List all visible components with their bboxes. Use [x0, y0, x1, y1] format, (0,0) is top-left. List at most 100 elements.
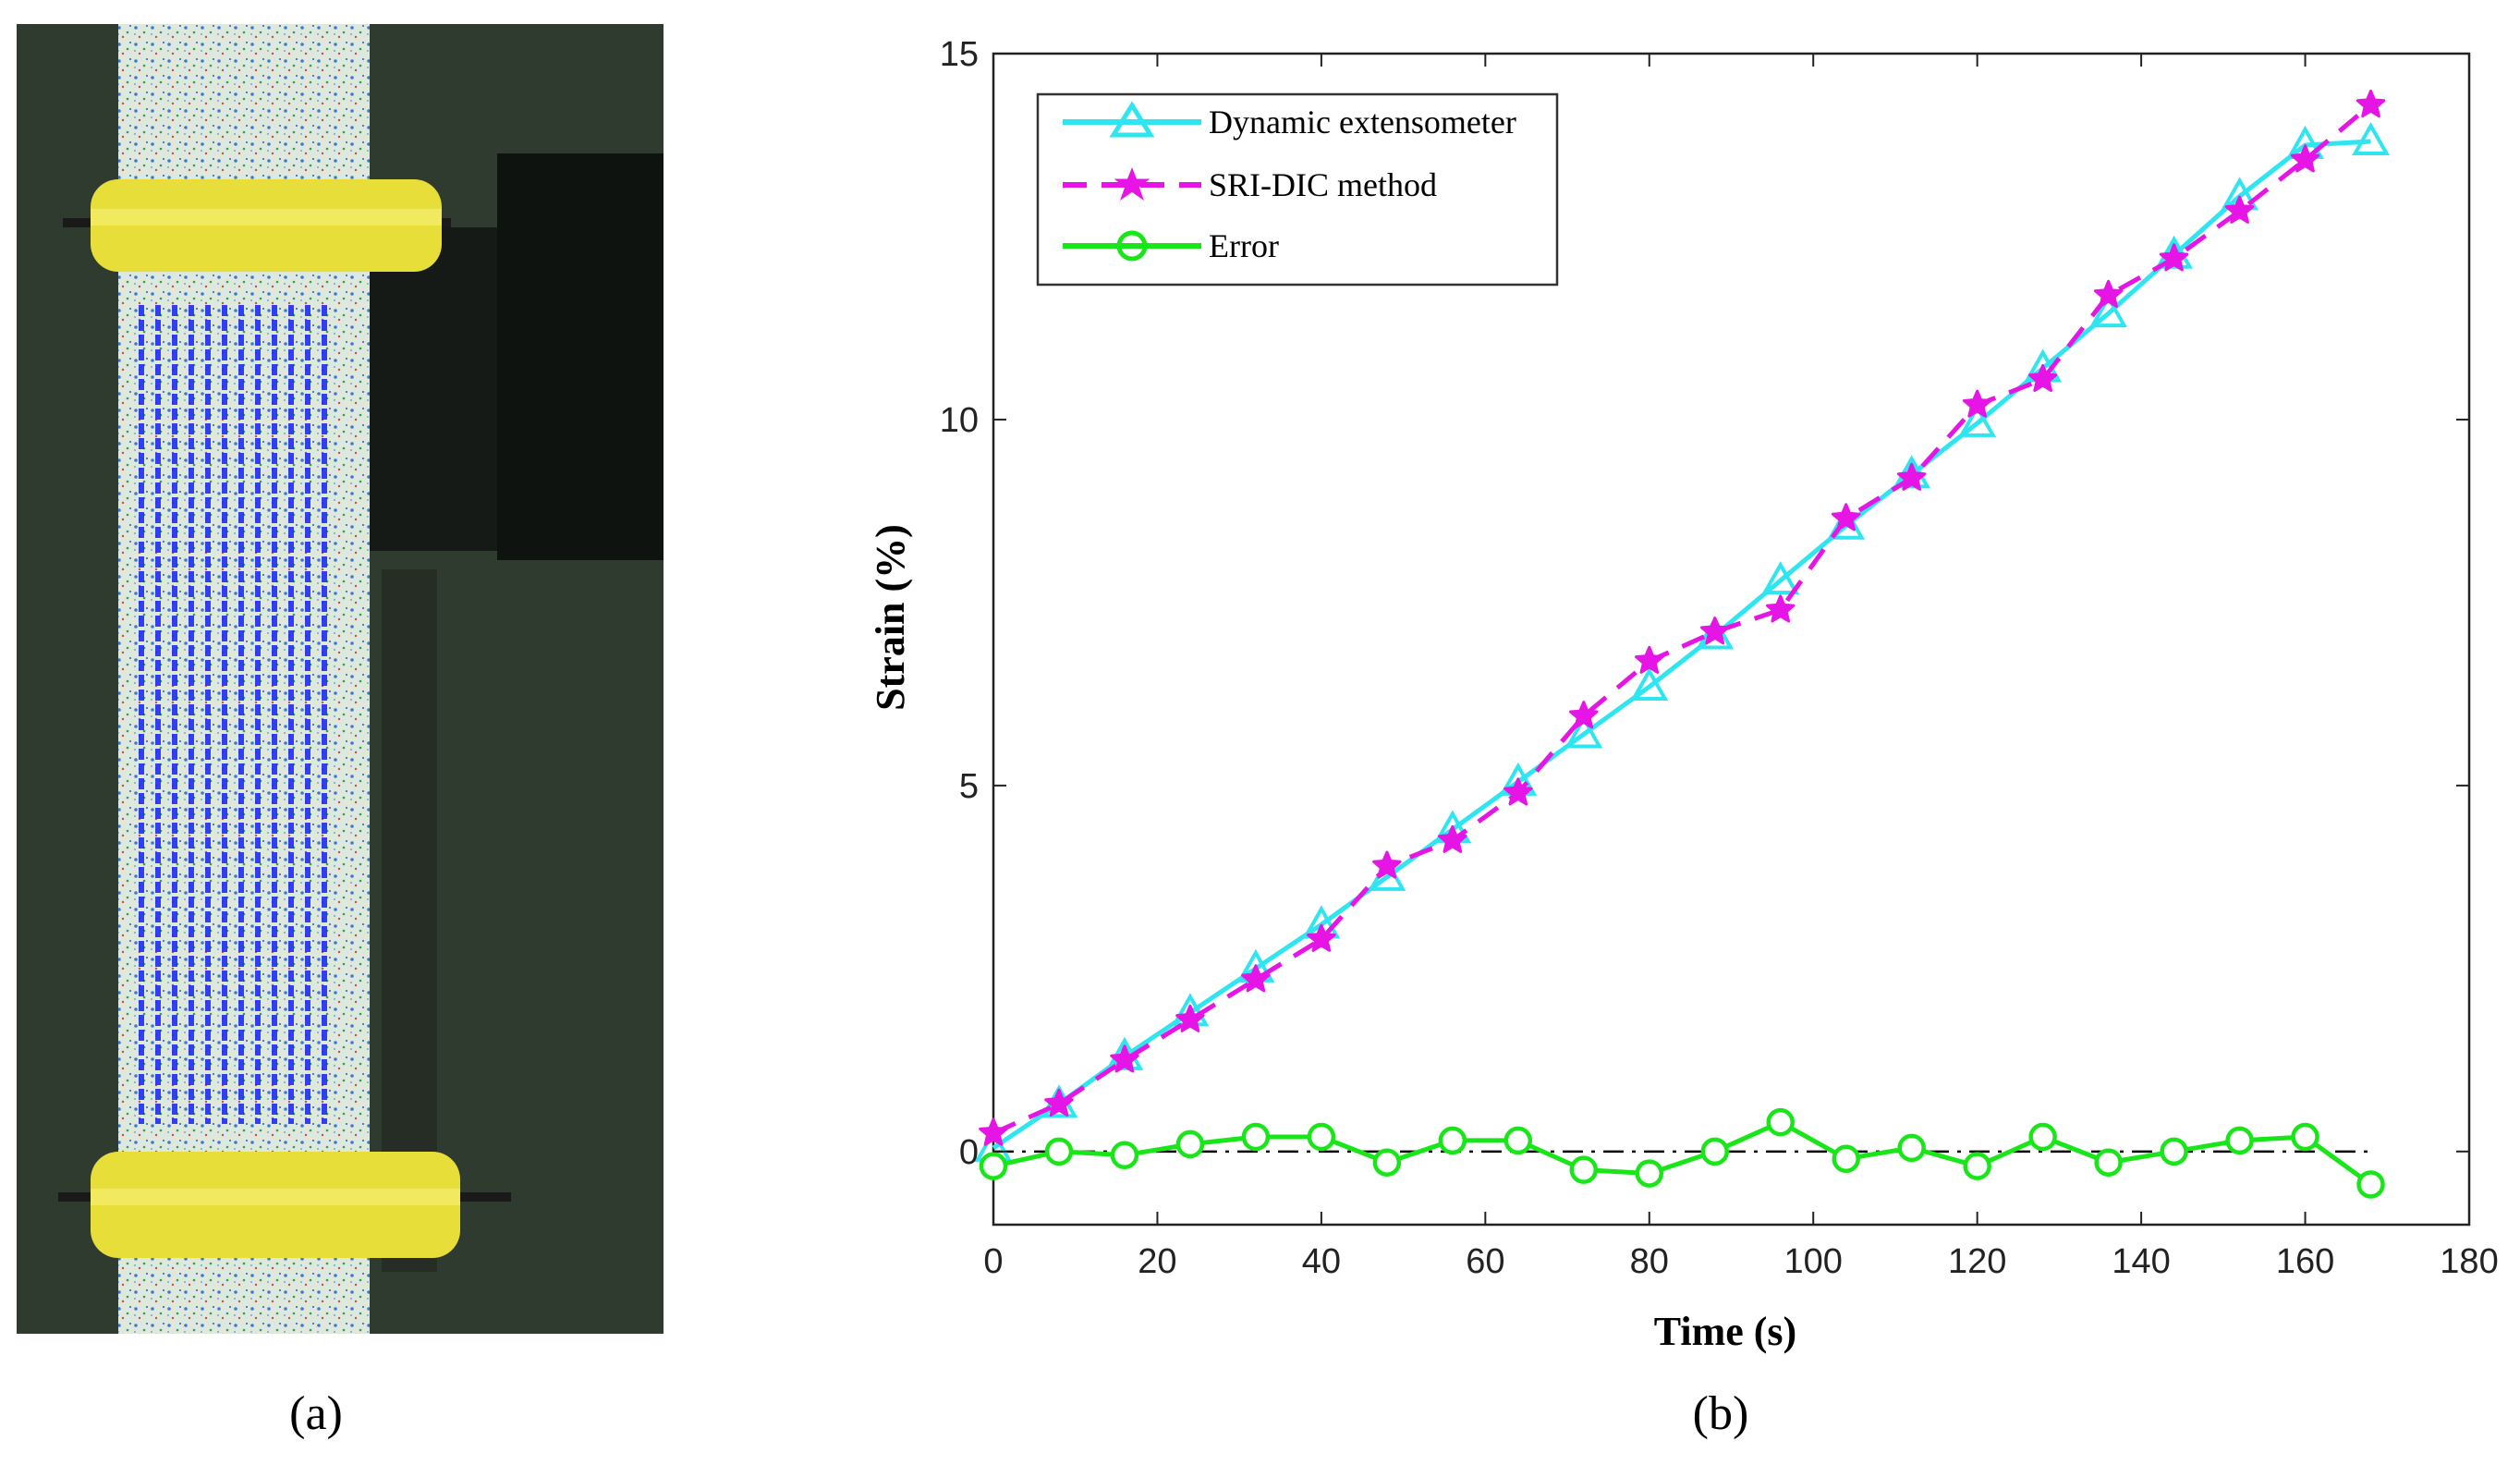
data-point-sri-dic-method — [1962, 389, 1992, 418]
data-point-sri-dic-method — [2356, 89, 2386, 118]
data-point-error — [2094, 1148, 2123, 1177]
data-point-dynamic-extensometer — [1040, 1084, 1078, 1118]
data-point-dynamic-extensometer — [1564, 714, 1603, 749]
series-line-dynamic-extensometer — [992, 139, 2371, 1150]
data-point-sri-dic-method — [979, 1117, 1008, 1146]
data-point-sri-dic-method — [2290, 144, 2320, 173]
plot-area-border — [992, 52, 2471, 1227]
series-line-sri-dic-method — [992, 103, 2373, 1136]
data-point-error — [2028, 1122, 2057, 1152]
data-point-dynamic-extensometer — [2089, 294, 2128, 328]
data-point-dynamic-extensometer — [1958, 403, 1997, 437]
data-point-sri-dic-method — [1110, 1044, 1139, 1073]
series-group — [974, 89, 2390, 1199]
data-point-sri-dic-method — [1700, 617, 1730, 645]
x-tick-label: 80 — [1630, 1242, 1669, 1281]
data-point-dynamic-extensometer — [1761, 561, 1800, 595]
lower-clamp-band — [91, 1189, 460, 1205]
series-line-error — [992, 1119, 2372, 1187]
caption-a: (a) — [289, 1387, 343, 1440]
legend-marker-sri-dic — [1114, 166, 1150, 201]
data-point-error — [1175, 1129, 1205, 1159]
data-point-sri-dic-method — [1175, 1004, 1205, 1032]
data-point-sri-dic-method — [2224, 195, 2255, 224]
data-point-error — [2291, 1122, 2319, 1152]
legend-marker-extensometer — [1109, 101, 1155, 138]
data-point-error — [1503, 1126, 1533, 1155]
data-point-sri-dic-method — [2093, 279, 2124, 308]
data-point-error — [2160, 1137, 2188, 1166]
series-dynamic-extensometer — [974, 121, 2390, 1162]
fixture-edge — [497, 153, 663, 560]
data-point-error — [1766, 1107, 1795, 1137]
data-point-error — [1700, 1137, 1730, 1166]
data-point-error — [2225, 1126, 2254, 1155]
data-point-dynamic-extensometer — [2155, 235, 2194, 269]
data-point-error — [2356, 1170, 2385, 1199]
data-point-sri-dic-method — [1241, 964, 1271, 993]
data-point-sri-dic-method — [1896, 462, 1927, 491]
data-point-error — [1832, 1144, 1860, 1173]
data-point-error — [1569, 1155, 1599, 1184]
x-tick-label: 160 — [2276, 1242, 2334, 1281]
y-tick-label: 10 — [940, 401, 979, 440]
data-point-error — [979, 1152, 1008, 1180]
x-tick-label: 60 — [1466, 1242, 1504, 1281]
plot-frame — [992, 52, 2471, 1227]
data-point-dynamic-extensometer — [2024, 348, 2063, 383]
series-sri-dic-method — [979, 89, 2386, 1146]
data-point-error — [1241, 1122, 1271, 1152]
data-point-error — [1438, 1126, 1467, 1155]
data-point-error — [1963, 1152, 1991, 1180]
legend-label-sri-dic: SRI-DIC method — [1209, 166, 1437, 203]
data-point-sri-dic-method — [2159, 243, 2189, 272]
data-point-error — [1897, 1133, 1926, 1163]
y-tick-label: 0 — [959, 1133, 979, 1172]
data-point-dynamic-extensometer — [1302, 905, 1341, 939]
legend-label-extensometer: Dynamic extensometer — [1209, 104, 1516, 140]
data-point-dynamic-extensometer — [1433, 810, 1472, 844]
caption-b: (b) — [1692, 1387, 1749, 1440]
data-point-sri-dic-method — [1372, 850, 1402, 879]
data-point-sri-dic-method — [1766, 594, 1796, 623]
data-point-dynamic-extensometer — [2352, 121, 2390, 156]
dic-grid-overlay — [135, 301, 333, 1124]
specimen-photo — [17, 24, 663, 1334]
data-point-sri-dic-method — [1438, 824, 1467, 853]
x-tick-label: 0 — [983, 1242, 1003, 1281]
data-point-dynamic-extensometer — [2221, 177, 2259, 211]
legend-label-error: Error — [1209, 227, 1279, 264]
x-axis-label: Time (s) — [1654, 1309, 1796, 1354]
data-point-error — [1110, 1141, 1139, 1170]
legend-marker-error — [1116, 230, 1148, 262]
axis-ticks: 0 20 40 60 80 100 120 140 160 180 0 5 10 15 — [940, 35, 2499, 1281]
x-tick-label: 100 — [1784, 1242, 1843, 1281]
data-point-dynamic-extensometer — [1171, 993, 1210, 1027]
legend-box — [1036, 92, 1559, 287]
data-point-sri-dic-method — [1307, 923, 1336, 952]
x-tick-label: 40 — [1302, 1242, 1341, 1281]
data-point-dynamic-extensometer — [1893, 455, 1931, 489]
data-point-dynamic-extensometer — [1105, 1036, 1144, 1070]
data-point-error — [1307, 1122, 1336, 1152]
data-point-dynamic-extensometer — [1236, 948, 1275, 983]
data-point-error — [1044, 1137, 1074, 1166]
x-tick-label: 20 — [1138, 1242, 1176, 1281]
data-point-sri-dic-method — [1635, 645, 1664, 674]
series-error — [979, 1107, 2385, 1199]
x-tick-label: 180 — [2440, 1242, 2498, 1281]
data-point-sri-dic-method — [1044, 1088, 1074, 1117]
y-tick-label: 5 — [959, 767, 979, 806]
upper-clamp-band — [91, 209, 442, 226]
y-axis-label: Strain (%) — [868, 524, 913, 711]
data-point-dynamic-extensometer — [1630, 666, 1669, 701]
x-tick-label: 140 — [2112, 1242, 2170, 1281]
x-tick-label: 120 — [1948, 1242, 2006, 1281]
data-point-dynamic-extensometer — [1499, 762, 1538, 796]
data-point-dynamic-extensometer — [974, 1128, 1013, 1162]
data-point-dynamic-extensometer — [1368, 857, 1406, 891]
data-point-error — [1635, 1159, 1664, 1188]
data-point-error — [1372, 1148, 1402, 1177]
data-point-sri-dic-method — [1569, 701, 1599, 729]
data-point-sri-dic-method — [2027, 363, 2058, 392]
